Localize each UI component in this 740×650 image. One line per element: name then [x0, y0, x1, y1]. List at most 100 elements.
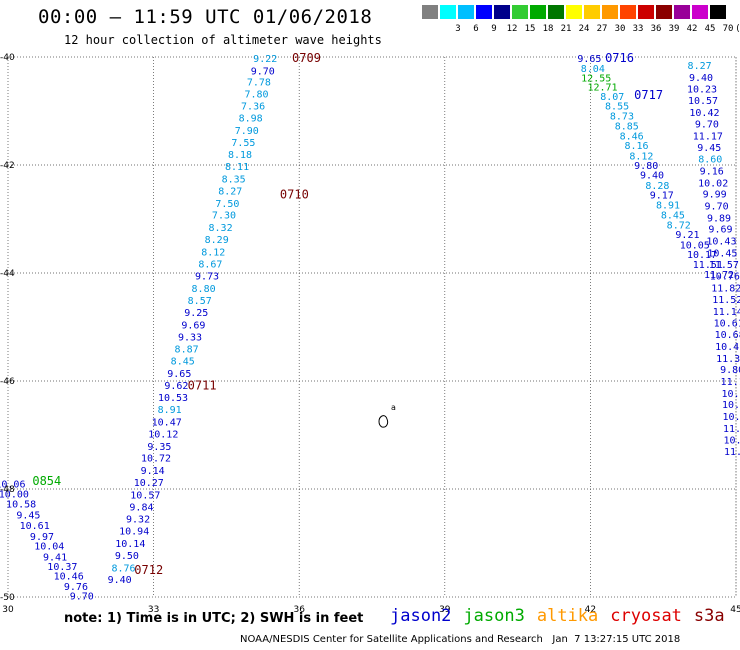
legend-label: 70 — [722, 24, 734, 34]
legend-unit: (ft) — [734, 24, 740, 34]
swh-value: 10.43 — [706, 237, 736, 248]
swh-value: 9.40 — [108, 575, 132, 586]
legend-label: 9 — [491, 24, 497, 34]
swh-value: 11.51 — [693, 260, 723, 271]
lat-tick-label: -48 — [0, 485, 15, 495]
legend-swatch — [692, 5, 708, 19]
swh-value: 9.14 — [141, 466, 165, 477]
swh-value: 8.27 — [218, 186, 242, 197]
swh-value: 10.45 — [707, 248, 737, 259]
legend-swatch — [566, 5, 582, 19]
swh-value: 9.70 — [695, 119, 719, 130]
swh-value: 9.33 — [178, 333, 202, 344]
swh-value: 9.89 — [707, 213, 731, 224]
swh-value: 9.45 — [697, 143, 721, 154]
lat-tick-label: -46 — [0, 377, 15, 387]
lat-tick-label: -44 — [0, 269, 15, 279]
axis-ticks: 30 33 36 39 42 45 -40 -42 -44 -46 -48 -50 — [0, 53, 740, 615]
island-outline — [378, 415, 389, 428]
swh-value: 8.18 — [228, 150, 252, 161]
swh-value: 11.33 — [716, 354, 740, 365]
swh-value: 10.68 — [715, 330, 740, 341]
swh-value: 10.42 — [689, 108, 719, 119]
swh-value: 8.32 — [209, 223, 233, 234]
swh-value: 8.91 — [158, 405, 182, 416]
legend-swatch — [584, 5, 600, 19]
swh-value: 9.22 — [253, 54, 277, 65]
swh-value: 9.65 — [167, 369, 191, 380]
swh-value: 11.2 — [724, 447, 740, 458]
swh-value: 7.80 — [244, 90, 268, 101]
swh-value: 9.16 — [700, 166, 724, 177]
swh-value: 7.55 — [231, 138, 255, 149]
swh-value: 9.40 — [640, 171, 664, 182]
swh-value: 10.27 — [134, 478, 164, 489]
swh-value: 12.71 — [587, 83, 617, 94]
swh-value: 8.27 — [688, 61, 712, 72]
legend-swatch — [548, 5, 564, 19]
swh-value: 8.07 — [600, 92, 624, 103]
swh-value: 9.50 — [115, 551, 139, 562]
swh-value: 10.06 — [0, 480, 25, 491]
swh-value: 8.98 — [239, 113, 263, 124]
legend-label: 30 — [614, 24, 626, 34]
pass-time-label: 0716 — [605, 51, 634, 65]
satellite-s3a: s3a — [693, 606, 725, 626]
swh-value: 9.62 — [164, 381, 188, 392]
lon-tick-label: 45 — [730, 605, 740, 615]
legend-swatch — [512, 5, 528, 19]
swh-value: 10.05 — [680, 240, 710, 251]
legend-label: 45 — [704, 24, 716, 34]
legend-label: 15 — [524, 24, 536, 34]
pass-time-label: 0712 — [134, 563, 163, 577]
swh-value: 9.70 — [70, 591, 94, 602]
satellite-jason3: jason3 — [463, 606, 525, 626]
pass-time-label: 0710 — [280, 188, 309, 202]
swh-value: 9.70 — [251, 67, 275, 78]
swh-value: 8.29 — [205, 235, 229, 246]
swh-value: 9.41 — [43, 553, 67, 564]
legend-label: 33 — [632, 24, 644, 34]
swh-value: 10.42 — [715, 342, 740, 353]
swh-value: 8.80 — [192, 284, 216, 295]
swh-value: 9.80 — [634, 161, 658, 172]
legend-swatch — [620, 5, 636, 19]
legend-swatch — [530, 5, 546, 19]
swh-value: 12.55 — [581, 74, 611, 85]
swh-value: 8.11 — [225, 162, 249, 173]
swh-value: 10.9 — [722, 400, 740, 411]
swh-value: 8.28 — [645, 181, 669, 192]
swh-value: 9.70 — [705, 202, 729, 213]
swh-value: 7.50 — [215, 199, 239, 210]
swh-value: 8.67 — [198, 259, 222, 270]
swh-value: 9.65 — [577, 54, 601, 65]
swh-value: 10.57 — [130, 490, 160, 501]
lon-tick-label: 30 — [2, 605, 14, 615]
swh-value: 7.36 — [241, 102, 265, 113]
swh-value: 10.72 — [141, 454, 171, 465]
swh-value: 10.61 — [714, 319, 740, 330]
satellite-jason2: jason2 — [390, 606, 452, 626]
legend-swatch — [656, 5, 672, 19]
swh-value: 9.80 — [720, 365, 740, 376]
swh-value: 10.46 — [54, 571, 84, 582]
swh-value: 9.76 — [64, 582, 88, 593]
swh-value: 7.30 — [212, 211, 236, 222]
swh-value: 8.45 — [171, 356, 195, 367]
swh-value: 8.55 — [605, 102, 629, 113]
swh-value: 11.72 — [704, 270, 734, 281]
map-grid — [7, 56, 737, 598]
satellite-legend: jason2 jason3 altika cryosat s3a — [390, 606, 737, 626]
swh-value: 8.85 — [615, 122, 639, 133]
swh-value: 9.17 — [650, 191, 674, 202]
note-text: note: 1) Time is in UTC; 2) SWH is in fe… — [64, 611, 364, 626]
swh-value: 9.45 — [16, 510, 40, 521]
swh-value: 9.84 — [129, 502, 153, 513]
satellite-altika: altika — [536, 606, 599, 626]
swh-value: 10.53 — [158, 393, 188, 404]
legend-label: 6 — [473, 24, 479, 34]
swh-value: 8.46 — [620, 131, 644, 142]
swh-value: 9.25 — [184, 308, 208, 319]
legend-label: 27 — [596, 24, 608, 34]
